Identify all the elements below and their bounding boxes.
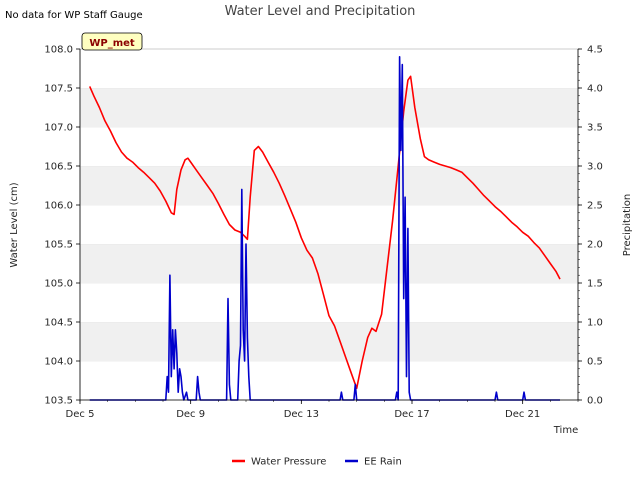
x-tick-label: Dec 13 xyxy=(284,409,319,420)
grid-band xyxy=(80,127,578,166)
series-line-ee-rain xyxy=(89,55,560,401)
grid-band xyxy=(80,244,578,283)
y-right-tick-label: 2.0 xyxy=(587,240,603,251)
x-tick-label: Dec 21 xyxy=(505,409,540,420)
y-right-tick-label: 4.5 xyxy=(587,45,603,56)
y-right-tick-label: 3.0 xyxy=(587,162,603,173)
legend-label-ee-rain: EE Rain xyxy=(364,457,402,468)
y-right-tick-label: 1.0 xyxy=(587,318,603,329)
x-tick-label: Dec 5 xyxy=(66,409,95,420)
x-tick-label: Dec 17 xyxy=(394,409,429,420)
grid-band xyxy=(80,166,578,205)
y-left-tick-label: 104.0 xyxy=(44,357,73,368)
x-tick-label: Dec 9 xyxy=(176,409,205,420)
y-left-tick-label: 103.5 xyxy=(44,396,73,407)
grid-band xyxy=(80,322,578,361)
y-right-tick-label: 2.5 xyxy=(587,201,603,212)
y-axis-left-title: Water Level (cm) xyxy=(9,182,20,267)
grid-band xyxy=(80,205,578,244)
y-left-tick-label: 106.5 xyxy=(44,162,73,173)
grid-band xyxy=(80,49,578,88)
legend: Water Pressure EE Rain xyxy=(232,457,402,468)
station-badge: WP_met xyxy=(81,32,143,51)
y-right-tick-label: 0.0 xyxy=(587,396,603,407)
x-axis-title: Time xyxy=(553,425,578,436)
y-right-tick-label: 0.5 xyxy=(587,357,603,368)
grid-bands xyxy=(80,48,578,400)
y-right-tick-label: 3.5 xyxy=(587,123,603,134)
y-left-tick-label: 107.5 xyxy=(44,84,73,95)
legend-label-water-pressure: Water Pressure xyxy=(251,457,326,468)
axes: 103.5 104.0 104.5 105.0 105.5 106.0 106.5 107.0… xyxy=(44,45,603,421)
grid-band xyxy=(80,361,578,400)
series-line-water-pressure xyxy=(88,75,561,390)
y-left-tick-label: 106.0 xyxy=(44,201,73,212)
y-left-tick-label: 108.0 xyxy=(44,45,73,56)
y-left-tick-label: 107.0 xyxy=(44,123,73,134)
plot-area xyxy=(88,55,561,401)
no-data-note: No data for WP Staff Gauge xyxy=(5,10,143,21)
chart-title: Water Level and Precipitation xyxy=(225,4,416,19)
y-left-tick-label: 105.5 xyxy=(44,240,73,251)
y-axis-right-title: Precipitation xyxy=(622,194,633,257)
station-badge-label: WP_met xyxy=(89,38,135,49)
grid-band xyxy=(80,88,578,127)
y-right-tick-label: 1.5 xyxy=(587,279,603,290)
y-left-tick-label: 104.5 xyxy=(44,318,73,329)
y-right-tick-label: 4.0 xyxy=(587,84,603,95)
y-left-tick-label: 105.0 xyxy=(44,279,73,290)
